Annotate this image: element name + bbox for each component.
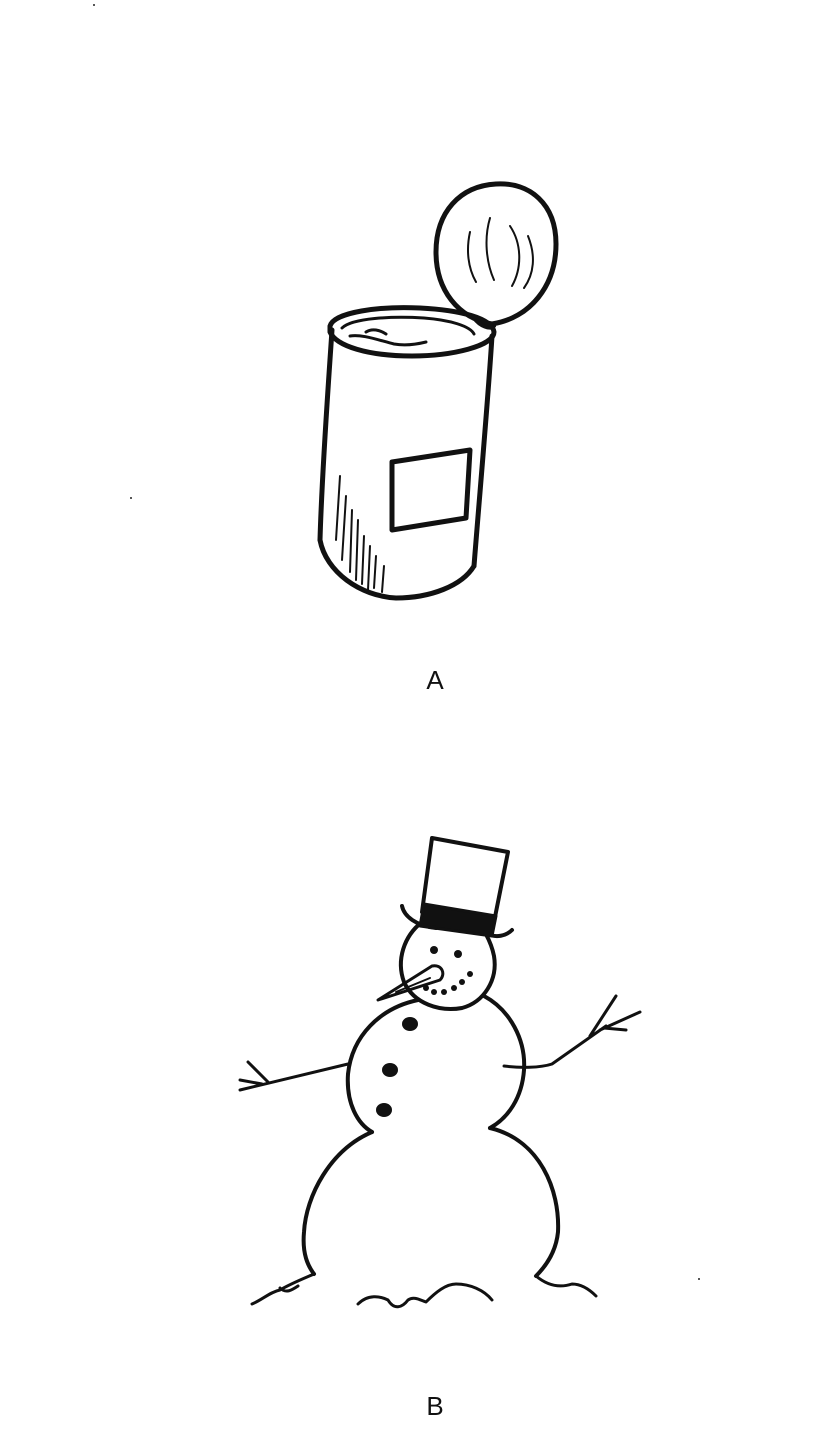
scan-speck: [93, 4, 95, 6]
snowman-nose: [376, 964, 445, 1002]
snowman-bottom: [301, 1130, 374, 1276]
can-inner-rim: [340, 315, 476, 336]
lid-ridge: [467, 231, 477, 283]
snow-ground: [356, 1282, 494, 1309]
snowman-eye: [430, 946, 438, 954]
figure-a: A: [0, 0, 840, 720]
can-contents: [364, 328, 388, 336]
snow-ground: [278, 1284, 300, 1293]
can-lid: [433, 181, 559, 327]
can-label: [389, 447, 473, 533]
figure-b: B: [0, 720, 840, 1452]
open-can-icon: [317, 181, 559, 601]
scan-speck: [130, 497, 132, 499]
hat-brim: [400, 904, 514, 939]
nose-line: [395, 977, 431, 993]
snowman-button: [376, 1103, 392, 1117]
snowman-bottom: [488, 1126, 561, 1278]
lid-ridge: [523, 235, 534, 289]
caption-a: A: [426, 665, 444, 695]
caption-b: B: [426, 1391, 444, 1421]
snowman-right-arm: [502, 994, 642, 1069]
snowman-button: [382, 1063, 398, 1077]
can-contents: [348, 334, 428, 347]
snowman-middle: [345, 998, 420, 1134]
scan-speck: [698, 1278, 700, 1280]
can-rim: [327, 305, 497, 359]
snowman-left-arm: [238, 1060, 350, 1092]
snowman-button: [402, 1017, 418, 1031]
snowman-eye: [454, 950, 462, 958]
can-left-side: [317, 327, 335, 543]
can-shading: [335, 475, 385, 593]
lid-ridge: [485, 217, 495, 281]
snowman-middle: [482, 994, 527, 1130]
lid-ridge: [509, 225, 521, 287]
snow-ground: [534, 1274, 598, 1298]
snowman-smile: [423, 971, 473, 995]
can-right-side: [471, 333, 495, 569]
snowman-head: [398, 920, 497, 1011]
can-bottom: [317, 537, 477, 601]
snowman-icon: [238, 836, 642, 1309]
